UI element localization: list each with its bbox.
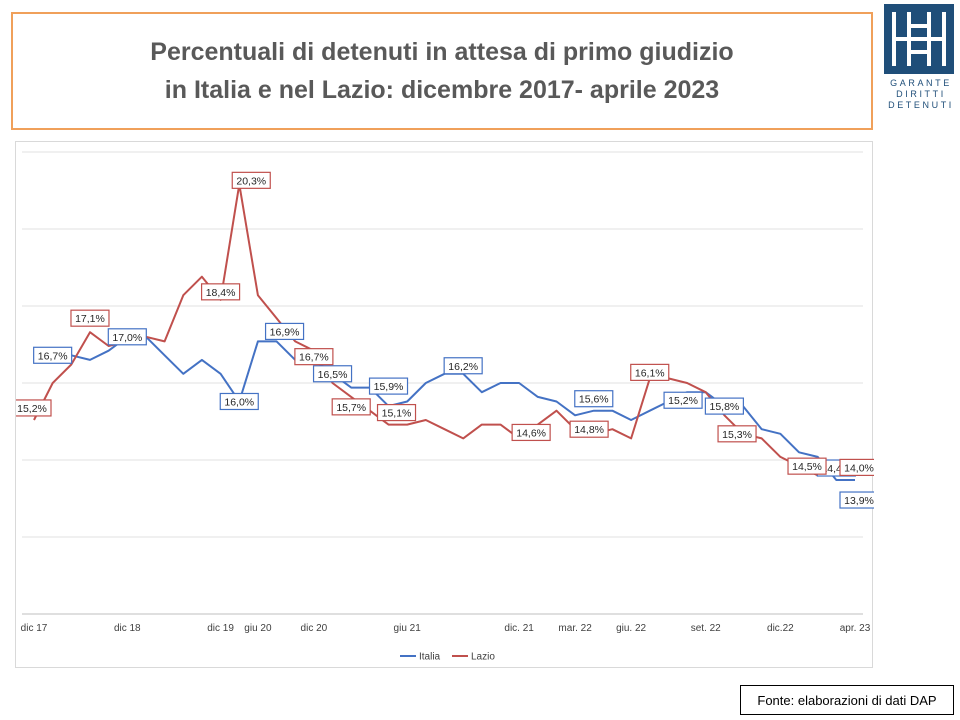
x-tick-label: dic 20: [301, 623, 328, 634]
data-label: 16,7%: [38, 350, 68, 362]
x-tick-label: dic.22: [767, 623, 794, 634]
data-label: 16,9%: [270, 326, 300, 338]
data-label: 18,4%: [206, 287, 236, 299]
data-label-box: [294, 348, 334, 366]
data-label: 15,3%: [722, 429, 752, 441]
legend-label-italia: Italia: [419, 652, 441, 663]
data-label-box: [231, 171, 271, 189]
data-label: 15,9%: [374, 381, 404, 393]
chart-area: dic 17 dic 18 dic 19 giu 20 dic 20 giu 21 dic.…: [15, 141, 874, 668]
x-tick-label: dic. 21: [504, 623, 534, 634]
data-label-box: [569, 420, 609, 438]
data-label-box: [717, 425, 757, 443]
data-label: 15,8%: [709, 401, 739, 413]
x-tick-label: giu 20: [244, 623, 272, 634]
logo-text-line3: DETENUTI: [888, 100, 954, 110]
data-label: 13,9%: [844, 495, 874, 507]
data-label: 16,5%: [318, 369, 348, 381]
data-label-box: [839, 491, 874, 509]
x-tick-label: set. 22: [691, 623, 721, 634]
data-label-box: [574, 390, 614, 408]
logo-text-line1: GARANTE: [890, 78, 952, 88]
data-label: 15,7%: [336, 402, 366, 414]
x-tick-label: dic 17: [21, 623, 48, 634]
x-tick-label: giu 21: [394, 623, 422, 634]
data-label: 17,1%: [75, 313, 105, 325]
logo-mark-icon: [884, 4, 954, 74]
data-label-box: [704, 397, 744, 415]
data-label: 15,2%: [668, 395, 698, 407]
data-label-box: [511, 423, 551, 442]
data-label-box: [368, 377, 409, 395]
line-chart: dic 17 dic 18 dic 19 giu 20 dic 20 giu 21 dic.…: [16, 151, 874, 663]
logo-text-line2: DIRITTI: [896, 89, 946, 99]
data-label: 15,2%: [17, 403, 47, 415]
data-label-box: [787, 457, 827, 475]
data-label: 15,1%: [382, 408, 412, 420]
data-label: 16,1%: [635, 367, 665, 379]
chart-title-line2: in Italia e nel Lazio: dicembre 2017- ap…: [164, 76, 720, 104]
x-tick-label: apr. 23: [840, 623, 871, 634]
data-label: 16,2%: [448, 361, 478, 373]
data-label-box: [264, 322, 305, 341]
data-label: 14,0%: [844, 462, 874, 474]
data-label: 14,5%: [792, 461, 822, 473]
legend-label-lazio: Lazio: [471, 652, 495, 663]
data-label: 14,6%: [516, 427, 546, 439]
data-label: 16,7%: [299, 352, 329, 364]
x-tick-label: giu. 22: [616, 623, 646, 634]
data-label-box: [630, 363, 670, 381]
data-label: 20,3%: [236, 175, 266, 187]
data-label: 17,0%: [112, 332, 142, 344]
garante-logo: GARANTE DIRITTI DETENUTI: [882, 4, 956, 110]
data-label-box: [331, 398, 371, 416]
data-label-box: [200, 283, 241, 301]
data-label-box: [443, 357, 483, 375]
data-label-box: [107, 328, 147, 346]
title-box: Percentuali di detenuti in attesa di pri…: [11, 12, 873, 130]
x-tick-label: mar. 22: [558, 623, 592, 634]
data-label-box: [663, 391, 703, 409]
data-label: 16,0%: [224, 396, 254, 408]
data-label-box: [16, 399, 52, 417]
data-label-box: [219, 392, 259, 411]
data-label: 15,6%: [579, 394, 609, 406]
data-label-box: [70, 309, 110, 327]
data-label-box: [376, 403, 417, 422]
data-label: 14,8%: [574, 424, 604, 436]
data-label-box: [33, 346, 73, 364]
data-label-box: [312, 365, 353, 383]
chart-title-line1: Percentuali di detenuti in attesa di pri…: [150, 38, 734, 66]
x-tick-label: dic 18: [114, 623, 141, 634]
x-tick-label: dic 19: [207, 623, 234, 634]
data-label-box: [839, 458, 874, 476]
source-note: Fonte: elaborazioni di dati DAP: [740, 685, 954, 715]
